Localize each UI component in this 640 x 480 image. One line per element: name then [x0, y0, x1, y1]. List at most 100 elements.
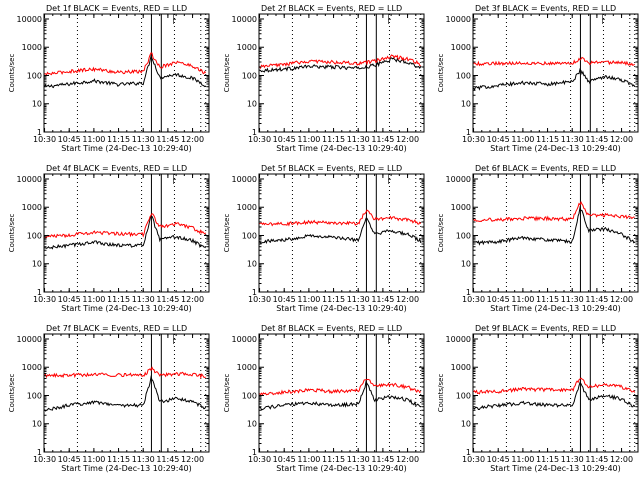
detector-panel: Det 1f BLACK = Events, RED = LLD 1 10 100 10…: [8, 4, 210, 153]
x-tick-label: 12:00: [396, 295, 419, 304]
panel-title: Det 5f BLACK = Events, RED = LLD: [261, 164, 402, 173]
events-series-line: [44, 54, 206, 89]
panel-title: Det 3f BLACK = Events, RED = LLD: [475, 4, 616, 13]
x-tick-label: 12:00: [396, 455, 419, 464]
x-tick-label: 11:30: [347, 295, 370, 304]
events-series-line: [259, 217, 422, 244]
y-tick-label: 100: [242, 71, 257, 80]
y-tick-label: 10000: [232, 175, 257, 184]
marker-glyph: ├: [171, 14, 176, 24]
lld-series-line: [44, 52, 207, 76]
lld-series-line: [473, 56, 636, 67]
marker-glyph: ├: [386, 14, 391, 24]
y-tick-label: 1000: [237, 203, 257, 212]
x-tick-label: 11:00: [511, 455, 534, 464]
x-tick-label: 10:45: [273, 455, 296, 464]
marker-glyph: ├: [171, 334, 176, 344]
x-axis-label: Start Time (24-Dec-13 10:29:40): [490, 144, 621, 153]
y-axis-label: Counts/sec: [8, 54, 16, 93]
plot-frame: [43, 173, 210, 293]
x-tick-label: 10:45: [58, 135, 81, 144]
x-tick-label: 10:45: [487, 455, 510, 464]
x-tick-label: 11:45: [585, 135, 608, 144]
x-tick-label: 12:00: [610, 135, 633, 144]
y-tick-label: 1: [37, 128, 42, 137]
y-tick-label: 1000: [237, 363, 257, 372]
x-tick-label: 11:30: [561, 135, 584, 144]
x-tick-label: 11:45: [156, 295, 179, 304]
x-tick-label: 10:30: [248, 295, 271, 304]
y-tick-label: 10000: [232, 15, 257, 24]
x-tick-label: 11:15: [107, 135, 130, 144]
detector-panel: Det 4f BLACK = Events, RED = LLD 1 10 100 10…: [8, 164, 210, 313]
y-tick-label: 10: [461, 260, 471, 269]
panel-title: Det 4f BLACK = Events, RED = LLD: [46, 164, 187, 173]
x-tick-label: 11:30: [132, 295, 155, 304]
x-tick-label: 10:30: [33, 455, 56, 464]
x-axis-label: Start Time (24-Dec-13 10:29:40): [61, 144, 192, 153]
x-tick-label: 12:00: [610, 295, 633, 304]
x-tick-label: 10:30: [33, 295, 56, 304]
marker-glyph: ├: [600, 334, 605, 344]
lld-series-line: [473, 377, 636, 395]
x-tick-label: 11:30: [132, 135, 155, 144]
y-axis-label: Counts/sec: [437, 214, 445, 253]
x-tick-label: 11:00: [297, 295, 320, 304]
y-tick-label: 10: [247, 420, 257, 429]
x-tick-label: 10:45: [487, 135, 510, 144]
y-axis-label: Counts/sec: [8, 374, 16, 413]
x-tick-label: 10:45: [58, 455, 81, 464]
x-tick-label: 10:30: [33, 135, 56, 144]
detector-panel: Det 2f BLACK = Events, RED = LLD 1 10 100 10…: [223, 4, 425, 153]
x-tick-label: 11:00: [82, 455, 105, 464]
x-tick-label: 11:00: [511, 295, 534, 304]
marker-glyph: ├: [600, 14, 605, 24]
x-tick-label: 11:00: [297, 135, 320, 144]
y-tick-label: 1000: [451, 363, 471, 372]
lld-series-line: [473, 200, 635, 223]
x-axis-label: Start Time (24-Dec-13 10:29:40): [276, 144, 407, 153]
x-axis-label: Start Time (24-Dec-13 10:29:40): [61, 464, 192, 473]
y-tick-label: 10000: [446, 15, 471, 24]
x-axis-label: Start Time (24-Dec-13 10:29:40): [276, 304, 407, 313]
y-tick-label: 1: [252, 288, 257, 297]
x-axis-label: Start Time (24-Dec-13 10:29:40): [490, 304, 621, 313]
plot-frame: [258, 173, 425, 293]
y-tick-label: 1000: [451, 43, 471, 52]
y-tick-label: 100: [27, 231, 42, 240]
y-axis-label: Counts/sec: [8, 214, 16, 253]
marker-glyph: ├: [171, 174, 176, 184]
y-axis-label: Counts/sec: [437, 374, 445, 413]
x-tick-label: 11:45: [585, 455, 608, 464]
x-tick-label: 12:00: [610, 455, 633, 464]
lld-series-line: [259, 378, 422, 396]
x-tick-label: 12:00: [181, 455, 204, 464]
x-tick-label: 11:30: [561, 295, 584, 304]
plot-frame: [472, 13, 639, 133]
detector-panel: Det 5f BLACK = Events, RED = LLD 1 10 100 10…: [223, 164, 425, 313]
x-tick-label: 11:45: [156, 135, 179, 144]
x-tick-label: 11:45: [371, 295, 394, 304]
x-tick-label: 11:30: [561, 455, 584, 464]
panel-title: Det 8f BLACK = Events, RED = LLD: [261, 324, 402, 333]
y-tick-label: 100: [456, 71, 471, 80]
plot-frame: [472, 333, 639, 453]
x-tick-label: 12:00: [396, 135, 419, 144]
x-tick-label: 12:00: [181, 295, 204, 304]
y-tick-label: 100: [456, 231, 471, 240]
x-axis-label: Start Time (24-Dec-13 10:29:40): [490, 464, 621, 473]
detector-panel: Det 9f BLACK = Events, RED = LLD 1 10 100 10…: [437, 324, 639, 473]
x-tick-label: 11:30: [132, 455, 155, 464]
x-tick-label: 10:30: [462, 135, 485, 144]
x-tick-label: 11:15: [107, 295, 130, 304]
x-tick-label: 11:45: [585, 295, 608, 304]
y-tick-label: 100: [27, 391, 42, 400]
y-tick-label: 1: [252, 448, 257, 457]
x-tick-label: 11:15: [322, 455, 345, 464]
x-tick-label: 11:15: [536, 455, 559, 464]
x-tick-label: 11:45: [156, 455, 179, 464]
lld-series-line: [259, 54, 421, 70]
x-tick-label: 10:45: [58, 295, 81, 304]
events-series-line: [473, 381, 635, 410]
